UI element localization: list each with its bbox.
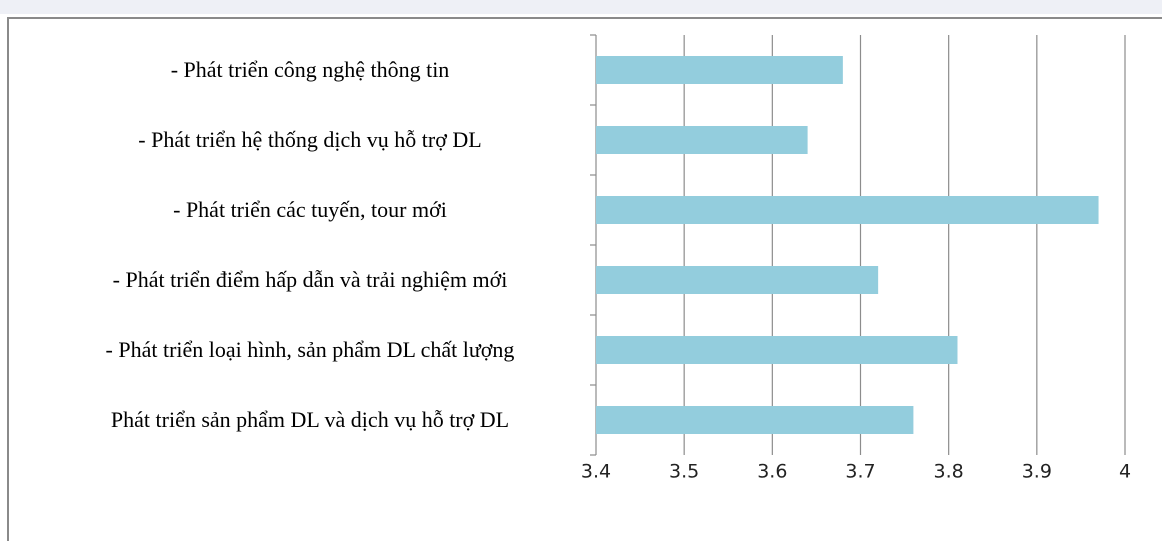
x-tick-label: 4 xyxy=(1119,461,1131,483)
bar xyxy=(596,266,879,294)
category-label: - Phát triển điểm hấp dẫn và trải nghiệm… xyxy=(112,267,508,292)
category-label: - Phát triển các tuyến, tour mới xyxy=(173,197,447,222)
bar xyxy=(596,406,914,434)
frame xyxy=(7,17,1162,541)
category-label: - Phát triển loại hình, sản phẩm DL chất… xyxy=(105,337,515,362)
bar xyxy=(596,56,843,84)
bar xyxy=(596,126,808,154)
category-label: - Phát triển hệ thống dịch vụ hỗ trợ DL xyxy=(138,127,482,152)
x-tick-label: 3.8 xyxy=(934,461,964,483)
x-tick-label: 3.5 xyxy=(669,461,699,483)
x-tick-label: 3.7 xyxy=(845,461,875,483)
x-tick-label: 3.6 xyxy=(757,461,787,483)
top-strip xyxy=(0,0,1162,14)
x-tick-label: 3.9 xyxy=(1022,461,1052,483)
category-label: - Phát triển công nghệ thông tin xyxy=(170,57,450,82)
bar xyxy=(596,196,1099,224)
x-tick-label: 3.4 xyxy=(581,461,611,483)
bar xyxy=(596,336,958,364)
category-label: Phát triển sản phẩm DL và dịch vụ hỗ trợ… xyxy=(110,407,510,432)
